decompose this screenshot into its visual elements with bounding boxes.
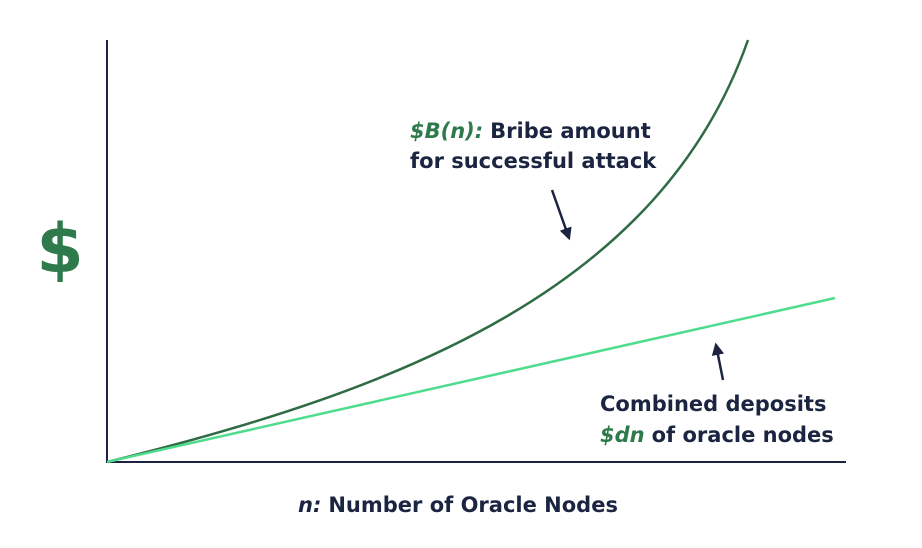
annotation-text: for successful attack xyxy=(410,149,657,173)
axis-label-text: Number of Oracle Nodes xyxy=(328,493,618,517)
annotation: $dn of oracle nodes xyxy=(600,423,834,447)
annotation-text: Bribe amount xyxy=(490,119,651,143)
x-axis-label: n: Number of Oracle Nodes xyxy=(298,493,618,517)
annotation: $B(n): Bribe amount xyxy=(410,119,651,143)
annotation-text: Combined deposits xyxy=(600,392,826,416)
y-axis-label: $ xyxy=(36,210,83,289)
arrow xyxy=(550,189,572,241)
bribe-curve xyxy=(106,39,750,464)
annotation-text: of oracle nodes xyxy=(652,423,834,447)
variable: $B(n): xyxy=(410,119,483,143)
variable: $dn xyxy=(600,423,645,447)
arrow xyxy=(711,342,725,381)
deposit-line xyxy=(106,296,836,464)
variable: n: xyxy=(298,493,321,517)
